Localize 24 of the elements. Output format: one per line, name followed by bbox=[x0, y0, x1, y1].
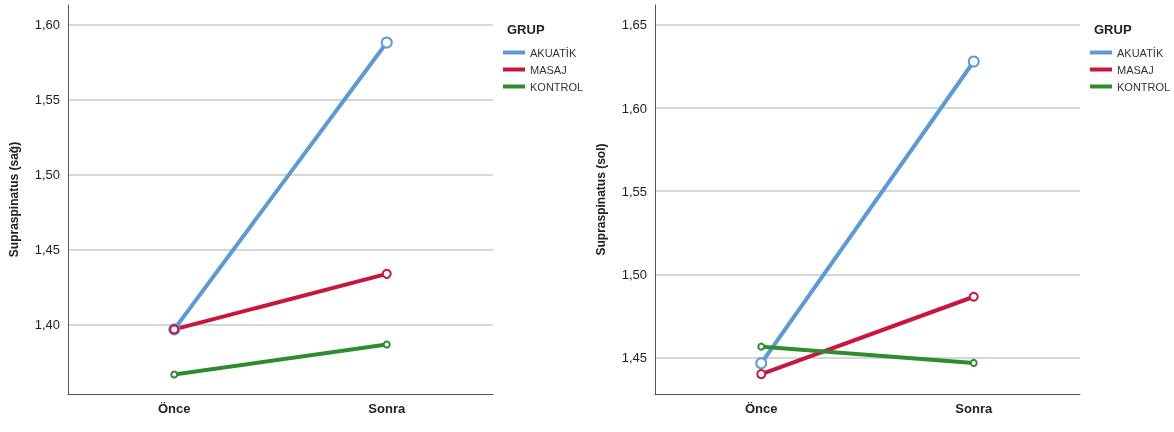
x-tick-label: Önce bbox=[157, 401, 191, 416]
y-tick-label: 1,55 bbox=[34, 92, 60, 108]
y-tick-label: 1,45 bbox=[34, 242, 60, 258]
y-tick-label: 1,60 bbox=[621, 100, 647, 116]
legend-label: AKUATİK bbox=[1117, 46, 1164, 59]
legend-label: AKUATİK bbox=[530, 46, 577, 59]
x-tick-label: Sonra bbox=[368, 401, 406, 416]
y-tick-label: 1,50 bbox=[621, 266, 647, 282]
legend-title: GRUP bbox=[1094, 22, 1132, 37]
legend-label: KONTROL bbox=[530, 80, 584, 93]
y-tick-label: 1,45 bbox=[621, 349, 647, 365]
x-tick-label: Sonra bbox=[955, 401, 993, 416]
y-tick-label: 1,60 bbox=[34, 17, 60, 33]
y-tick-label: 1,65 bbox=[621, 17, 647, 33]
y-axis-title: Supraspinatus (sol) bbox=[594, 143, 608, 256]
y-tick-label: 1,50 bbox=[34, 167, 60, 183]
y-tick-label: 1,55 bbox=[621, 183, 647, 199]
y-tick-label: 1,40 bbox=[34, 317, 60, 333]
legend-label: MASAJ bbox=[1117, 63, 1154, 76]
legend-title: GRUP bbox=[507, 22, 545, 37]
x-tick-label: Önce bbox=[744, 401, 778, 416]
legend-label: KONTROL bbox=[1117, 80, 1171, 93]
legend-label: MASAJ bbox=[530, 63, 567, 76]
y-axis-title: Supraspinatus (sağ) bbox=[7, 141, 21, 258]
